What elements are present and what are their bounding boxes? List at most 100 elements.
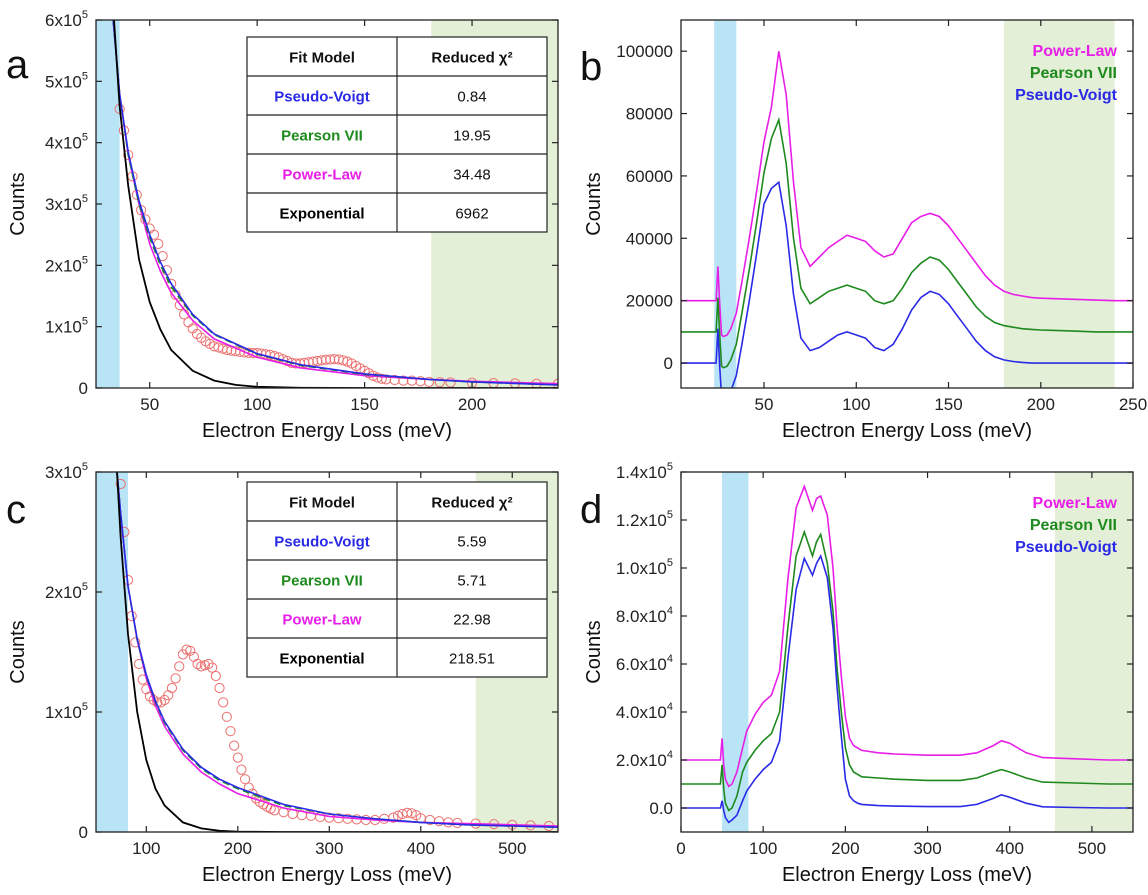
- plot-area: [681, 20, 1133, 388]
- data-point: [398, 375, 409, 386]
- data-point: [225, 726, 236, 737]
- y-tick-label: 3x105: [45, 461, 88, 482]
- x-tick-label: 300: [315, 839, 343, 858]
- panel-letter: d: [580, 488, 602, 532]
- data-point: [174, 661, 185, 672]
- tick-exponent: 4: [667, 749, 673, 761]
- tick-exponent: 5: [667, 461, 673, 473]
- tick-mantissa: 0: [79, 379, 88, 398]
- data-point: [401, 807, 413, 818]
- fit-table: Fit Model Reduced χ² Pseudo-Voigt 0.84 Pears…: [246, 36, 548, 233]
- table-model-pearson: Pearson VII: [281, 573, 363, 590]
- legend-pseudo-voigt: Pseudo-Voigt: [1015, 539, 1118, 556]
- tick-mantissa: 1x10: [45, 703, 82, 722]
- y-tick-label: 100000: [616, 42, 673, 61]
- tick-exponent: 5: [82, 316, 88, 328]
- data-point: [389, 374, 400, 386]
- data-point: [380, 374, 392, 385]
- data-point: [130, 637, 141, 648]
- data-point: [218, 697, 229, 708]
- y-tick-label: 6x105: [45, 9, 88, 30]
- y-tick-label: 0: [79, 823, 88, 842]
- table-model-exponential: Exponential: [279, 651, 364, 668]
- plot-frame: [680, 471, 1134, 833]
- data-point: [210, 670, 221, 682]
- y-tick-label: 0.0: [649, 799, 673, 818]
- x-tick-label: 400: [996, 839, 1024, 858]
- data-point: [170, 673, 181, 684]
- data-point: [269, 805, 280, 816]
- series-pseudo-voigt: [681, 180, 1133, 388]
- tick-mantissa: 2x10: [45, 583, 82, 602]
- table-header-model: Fit Model: [289, 495, 355, 512]
- y-tick-label: 8.0x104: [616, 605, 673, 626]
- tick-exponent: 5: [82, 132, 88, 144]
- y-axis-label: Counts: [7, 620, 29, 683]
- series-pearson: [681, 529, 1133, 812]
- tick-mantissa: 0: [79, 823, 88, 842]
- legend-pseudo-voigt: Pseudo-Voigt: [1015, 87, 1118, 104]
- tick-mantissa: 20000: [626, 292, 673, 311]
- data-point: [415, 376, 426, 387]
- data-point: [166, 682, 178, 694]
- x-tick-label: 100: [749, 839, 777, 858]
- x-tick-label: 500: [1078, 839, 1106, 858]
- tick-exponent: 5: [667, 509, 673, 521]
- x-tick-label: 400: [407, 839, 435, 858]
- y-tick-label: 1.2x105: [616, 509, 673, 530]
- data-point: [240, 774, 251, 785]
- data-point: [229, 740, 240, 751]
- table-model-pearson: Pearson VII: [281, 128, 363, 145]
- y-axis-label: Counts: [583, 620, 605, 683]
- y-tick-label: 0: [664, 354, 673, 373]
- tick-exponent: 5: [82, 581, 88, 593]
- y-tick-label: 2x105: [45, 581, 88, 602]
- table-model-pseudo-voigt: Pseudo-Voigt: [274, 534, 370, 551]
- plot-frame: [680, 19, 1134, 389]
- data-point: [376, 373, 387, 384]
- tick-exponent: 5: [667, 557, 673, 569]
- x-axis-label: Electron Energy Loss (meV): [202, 420, 452, 442]
- y-tick-label: 4.0x104: [616, 701, 673, 722]
- tick-mantissa: 6x10: [45, 11, 82, 30]
- data-point: [115, 478, 126, 490]
- x-tick-label: 100: [243, 395, 271, 414]
- y-tick-label: 0: [79, 379, 88, 398]
- series-power-law: [681, 484, 1133, 788]
- y-tick-label: 6.0x104: [616, 653, 673, 674]
- tick-exponent: 5: [82, 254, 88, 266]
- data-point: [126, 610, 137, 622]
- x-tick-label: 100: [842, 395, 870, 414]
- blue-band: [96, 20, 120, 388]
- x-tick-label: 500: [498, 839, 526, 858]
- data-point: [140, 214, 151, 225]
- tick-mantissa: 1.4x10: [616, 463, 667, 482]
- tick-mantissa: 80000: [626, 105, 673, 124]
- x-tick-label: 200: [224, 839, 252, 858]
- table-chi2-value: 0.84: [457, 89, 486, 106]
- table-model-exponential: Exponential: [279, 206, 364, 223]
- series-pseudo-voigt: [116, 472, 558, 828]
- tick-mantissa: 4x10: [45, 134, 82, 153]
- data-point: [221, 711, 232, 722]
- tick-exponent: 5: [82, 461, 88, 473]
- series-power-law: [681, 51, 1133, 338]
- x-axis-label: Electron Energy Loss (meV): [782, 420, 1032, 442]
- table-chi2-value: 19.95: [453, 128, 491, 145]
- table-header-model: Fit Model: [289, 50, 355, 67]
- data-point: [214, 682, 225, 694]
- x-tick-label: 300: [913, 839, 941, 858]
- x-tick-label: 200: [1027, 395, 1055, 414]
- y-tick-label: 1x105: [45, 701, 88, 722]
- table-model-power-law: Power-Law: [282, 167, 362, 184]
- y-tick-label: 1.4x105: [616, 461, 673, 482]
- table-model-pseudo-voigt: Pseudo-Voigt: [274, 89, 370, 106]
- blue-band: [722, 472, 749, 832]
- x-tick-label: 50: [140, 395, 159, 414]
- tick-exponent: 4: [667, 653, 673, 665]
- tick-mantissa: 4.0x10: [616, 703, 667, 722]
- table-chi2-value: 22.98: [453, 612, 491, 629]
